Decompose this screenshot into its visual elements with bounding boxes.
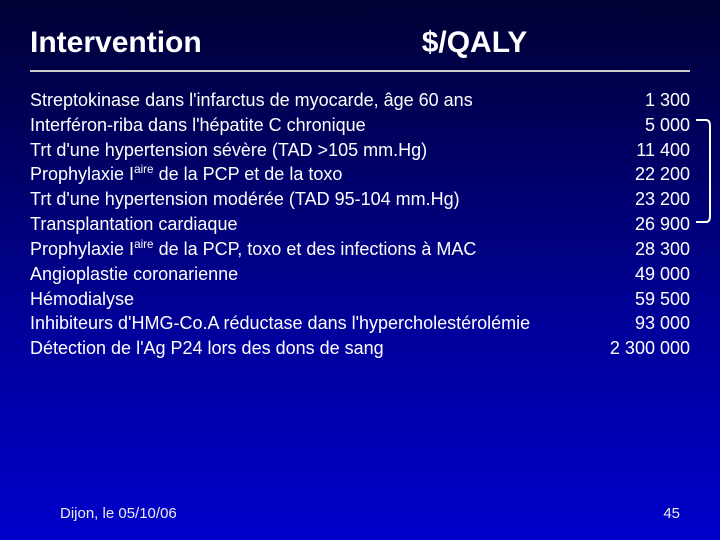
row-value: 28 300: [580, 237, 690, 262]
row-label: Trt d'une hypertension sévère (TAD >105 …: [30, 138, 427, 163]
row-value: 2 300 000: [580, 336, 690, 361]
footer-date: Dijon, le 05/10/06: [60, 505, 177, 522]
table-row: Prophylaxie Iaire de la PCP, toxo et des…: [30, 237, 690, 262]
table-row: Angioplastie coronarienne 49 000: [30, 262, 690, 287]
row-label: Prophylaxie Iaire de la PCP et de la tox…: [30, 162, 342, 187]
row-value: 1 300: [580, 88, 690, 113]
row-label: Angioplastie coronarienne: [30, 262, 238, 287]
row-value: 11 400: [580, 138, 690, 163]
row-value: 59 500: [580, 287, 690, 312]
table-row: Trt d'une hypertension sévère (TAD >105 …: [30, 138, 690, 163]
row-label: Détection de l'Ag P24 lors des dons de s…: [30, 336, 384, 361]
cost-list: Streptokinase dans l'infarctus de myocar…: [30, 88, 690, 361]
row-value: 49 000: [580, 262, 690, 287]
row-label: Inhibiteurs d'HMG-Co.A réductase dans l'…: [30, 311, 530, 336]
row-label: Trt d'une hypertension modérée (TAD 95-1…: [30, 187, 460, 212]
footer: Dijon, le 05/10/06 45: [60, 505, 680, 522]
bracket-icon: [694, 118, 712, 224]
row-label: Prophylaxie Iaire de la PCP, toxo et des…: [30, 237, 476, 262]
header-qaly: $/QALY: [422, 26, 528, 60]
table-row: Détection de l'Ag P24 lors des dons de s…: [30, 336, 690, 361]
row-value: 26 900: [580, 212, 690, 237]
row-label: Streptokinase dans l'infarctus de myocar…: [30, 88, 473, 113]
footer-page: 45: [663, 505, 680, 522]
table-row: Streptokinase dans l'infarctus de myocar…: [30, 88, 690, 113]
row-value: 5 000: [580, 113, 690, 138]
row-value: 93 000: [580, 311, 690, 336]
table-row: Hémodialyse 59 500: [30, 287, 690, 312]
table-row: Transplantation cardiaque 26 900: [30, 212, 690, 237]
table-row: Interféron-riba dans l'hépatite C chroni…: [30, 113, 690, 138]
table-row: Prophylaxie Iaire de la PCP et de la tox…: [30, 162, 690, 187]
row-label: Hémodialyse: [30, 287, 134, 312]
row-label: Interféron-riba dans l'hépatite C chroni…: [30, 113, 366, 138]
table-row: Trt d'une hypertension modérée (TAD 95-1…: [30, 187, 690, 212]
table-row: Inhibiteurs d'HMG-Co.A réductase dans l'…: [30, 311, 690, 336]
divider: [30, 70, 690, 72]
row-value: 22 200: [580, 162, 690, 187]
header-intervention: Intervention: [30, 26, 202, 60]
header-row: Intervention $/QALY: [30, 26, 690, 60]
slide: Intervention $/QALY Streptokinase dans l…: [0, 0, 720, 540]
row-value: 23 200: [580, 187, 690, 212]
row-label: Transplantation cardiaque: [30, 212, 237, 237]
